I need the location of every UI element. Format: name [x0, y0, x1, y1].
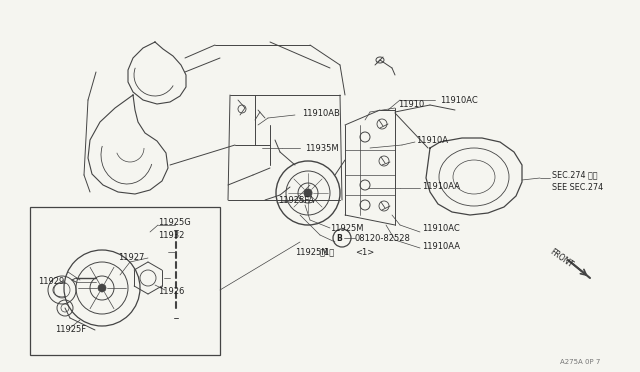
Text: B: B — [336, 234, 342, 243]
Text: 11910A: 11910A — [416, 135, 448, 144]
Text: 11927: 11927 — [118, 253, 145, 263]
Text: 11929: 11929 — [38, 278, 64, 286]
Text: 11925F: 11925F — [55, 326, 86, 334]
Text: 11910AB: 11910AB — [302, 109, 340, 118]
Text: 08120-82528: 08120-82528 — [355, 234, 411, 243]
Text: 11910AA: 11910AA — [422, 182, 460, 190]
Text: 11910AC: 11910AC — [440, 96, 477, 105]
Text: 11925M: 11925M — [295, 247, 328, 257]
Text: SEC.274 参照: SEC.274 参照 — [552, 170, 598, 180]
Text: 11926: 11926 — [158, 288, 184, 296]
Text: 11925M: 11925M — [330, 224, 364, 232]
Text: FRONT: FRONT — [548, 247, 575, 269]
Circle shape — [304, 189, 312, 197]
Text: <1>: <1> — [355, 247, 374, 257]
Text: 11932: 11932 — [158, 231, 184, 240]
Text: 11910AA: 11910AA — [422, 241, 460, 250]
Text: 11925FA: 11925FA — [278, 196, 314, 205]
Text: 11925G: 11925G — [158, 218, 191, 227]
Text: 11910AC: 11910AC — [422, 224, 460, 232]
Circle shape — [98, 284, 106, 292]
Text: 11910: 11910 — [398, 99, 424, 109]
Text: SEE SEC.274: SEE SEC.274 — [552, 183, 603, 192]
Text: 11935M: 11935M — [305, 144, 339, 153]
Text: A275A 0P 7: A275A 0P 7 — [560, 359, 600, 365]
Text: 、1、: 、1、 — [320, 247, 335, 257]
Bar — [30, 207, 220, 355]
